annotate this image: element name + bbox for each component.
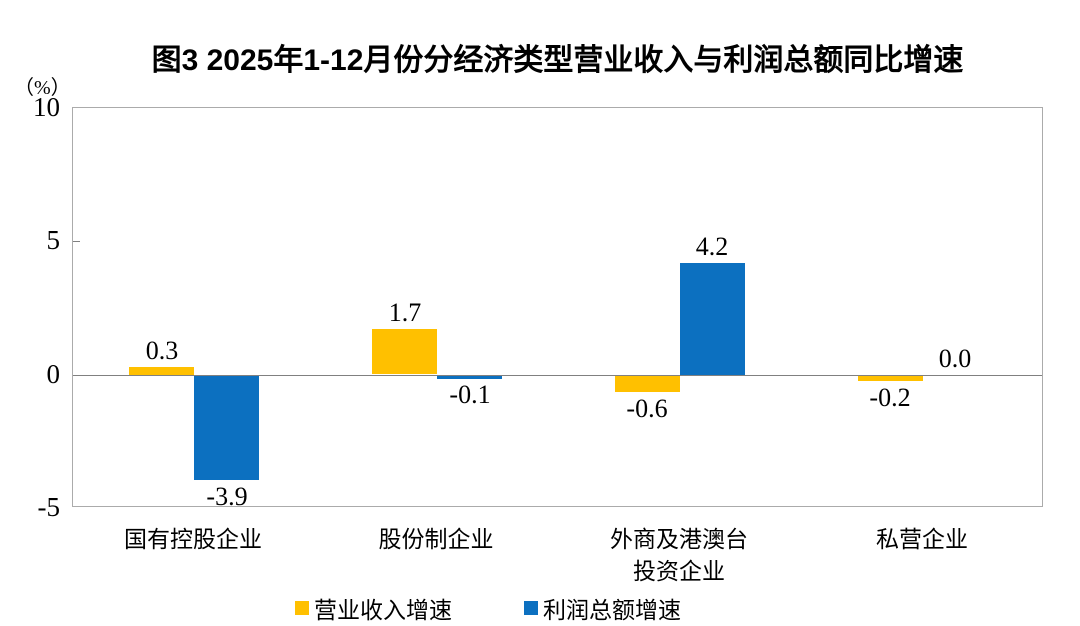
y-tick-mark-5 — [73, 241, 80, 242]
chart-title: 图3 2025年1-12月份分经济类型营业收入与利润总额同比增速 — [151, 44, 964, 77]
profit-growth-bar — [680, 263, 745, 375]
bar-value-label: -0.1 — [449, 380, 491, 409]
revenue-growth-bar — [372, 329, 437, 374]
category-label: 股份制企业 — [378, 527, 494, 552]
bar-value-label: 4.2 — [695, 232, 729, 261]
bar-value-label: 1.7 — [388, 298, 422, 327]
revenue-growth-bar — [615, 376, 680, 392]
y-tick-label: 5 — [46, 225, 61, 255]
y-tick-label: 10 — [33, 92, 60, 122]
bar-value-label: -3.9 — [206, 482, 248, 511]
category-label: 外商及港澳台 投资企业 — [610, 527, 748, 584]
profit-growth-bar — [437, 376, 502, 379]
revenue-growth-bar — [129, 367, 194, 375]
y-tick-label: 0 — [46, 359, 61, 389]
legend-item: 利润总额增速 — [524, 591, 681, 625]
zero-axis-line — [73, 375, 1042, 376]
plot-area: 0.3 -3.9 1.7 -0.1 -0.6 4.2 -0.2 0.0 — [72, 107, 1043, 511]
bar-value-label: 0.3 — [145, 336, 179, 365]
bar-value-label: -0.2 — [869, 383, 911, 412]
category-label: 私营企业 — [876, 527, 968, 552]
legend-item: 营业收入增速 — [295, 591, 452, 625]
y-axis-unit-label: （%） — [14, 77, 71, 99]
category-label: 国有控股企业 — [124, 527, 262, 552]
bar-value-label: -0.6 — [626, 394, 668, 423]
legend-swatch-profit — [524, 601, 538, 615]
legend: 营业收入增速 利润总额增速 — [295, 591, 681, 625]
legend-label: 利润总额增速 — [543, 598, 681, 623]
revenue-growth-bar — [858, 376, 923, 381]
legend-label: 营业收入增速 — [314, 598, 452, 623]
profit-growth-bar — [194, 376, 259, 480]
bar-value-label: 0.0 — [938, 344, 972, 373]
legend-swatch-revenue — [295, 601, 309, 615]
y-tick-label: -5 — [37, 492, 61, 522]
